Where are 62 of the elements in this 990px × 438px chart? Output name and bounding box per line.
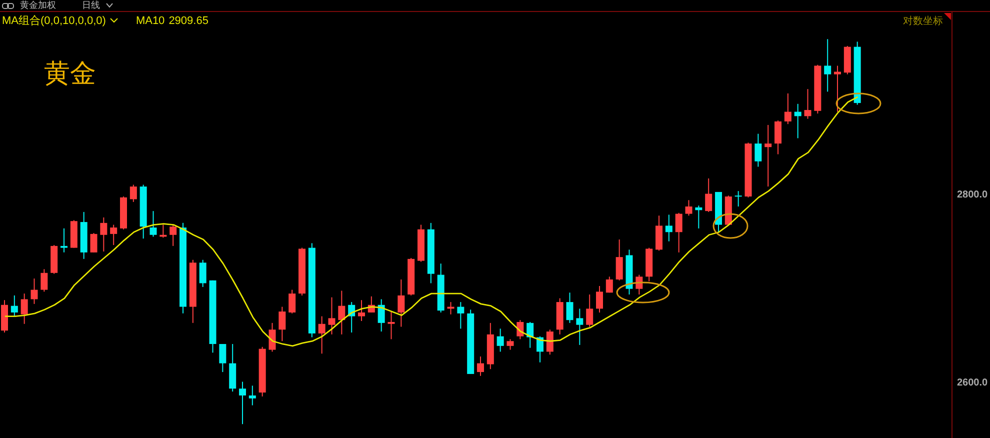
chart-subtitle: 黄金加权 xyxy=(20,0,56,12)
candlestick xyxy=(130,184,137,202)
candlestick xyxy=(150,210,157,238)
candlestick xyxy=(616,238,623,281)
candlestick xyxy=(457,302,464,330)
candlestick xyxy=(566,292,574,324)
candlestick xyxy=(90,232,98,253)
candlestick xyxy=(675,212,682,253)
candlestick xyxy=(636,274,643,295)
candlestick xyxy=(586,294,594,328)
candlestick xyxy=(110,224,118,246)
candlestick xyxy=(100,216,108,252)
candlestick xyxy=(358,300,365,322)
candlestick xyxy=(378,298,385,332)
candlestick xyxy=(576,308,584,346)
candlestick xyxy=(665,214,672,242)
text: 日线 xyxy=(82,0,100,12)
text: 黄金 xyxy=(44,57,96,90)
candlestick xyxy=(338,290,346,335)
candlestick xyxy=(268,322,276,352)
annotation: 2909.65 xyxy=(168,14,208,26)
candlestick xyxy=(794,103,802,139)
candlestick xyxy=(248,385,256,406)
candlestick xyxy=(328,296,336,335)
candlestick xyxy=(30,278,38,304)
candlestick xyxy=(10,294,18,317)
candlestick xyxy=(705,178,712,212)
candlestick xyxy=(606,276,613,294)
candlestick xyxy=(764,124,772,188)
candlestick xyxy=(60,228,68,253)
candlestick xyxy=(388,311,395,340)
candlestick xyxy=(239,381,246,425)
candlestick xyxy=(219,344,226,373)
candlestick xyxy=(20,293,28,324)
candlestick xyxy=(170,224,177,246)
candlestick xyxy=(695,205,702,229)
candlestick xyxy=(685,200,692,216)
candlestick xyxy=(40,268,48,292)
candlestick xyxy=(318,316,326,354)
candlestick xyxy=(506,338,514,350)
candlestick xyxy=(784,92,792,125)
candlestick xyxy=(278,306,286,342)
candlestick xyxy=(526,321,534,348)
candlestick xyxy=(496,328,504,352)
candlestick xyxy=(398,278,405,328)
candlestick xyxy=(596,286,603,313)
candlestick xyxy=(288,289,296,314)
annotation: MA组合(0,0,10,0,0,0) xyxy=(2,14,106,28)
candlestick xyxy=(199,259,206,288)
candlestick xyxy=(774,120,782,155)
candlestick xyxy=(546,329,554,356)
candlestick xyxy=(754,133,762,168)
candlestick xyxy=(824,38,832,92)
y-tick-label: 2800.0 xyxy=(957,189,988,200)
candlestick xyxy=(834,65,841,112)
legend-label: MA10 xyxy=(136,14,165,26)
y-tick-label: 2600.0 xyxy=(957,377,988,388)
text: 对数坐标 xyxy=(903,14,943,28)
candlestick xyxy=(477,356,484,376)
candlestick xyxy=(656,215,662,252)
candlestick xyxy=(804,88,812,120)
candlestick xyxy=(734,190,742,207)
